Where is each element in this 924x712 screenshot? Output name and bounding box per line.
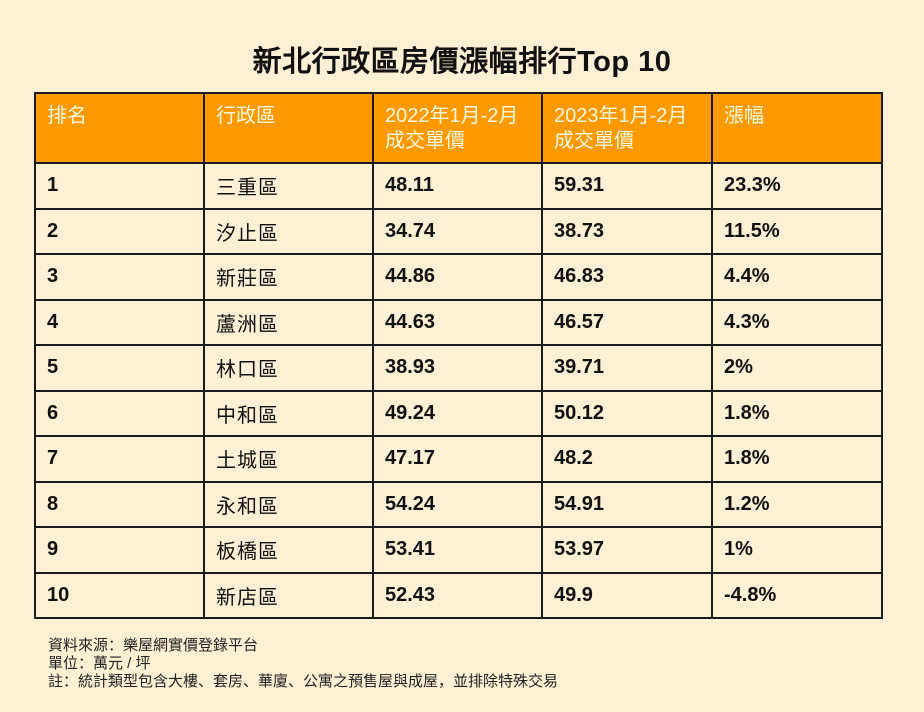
cell-rank: 5 <box>34 344 205 392</box>
cell-rank: 2 <box>34 207 205 255</box>
cell-change: -4.8% <box>711 571 883 619</box>
cell-district: 林口區 <box>203 344 374 392</box>
cell-price-2023: 38.73 <box>541 207 713 255</box>
cell-rank: 10 <box>34 571 205 619</box>
ranking-table: 排名 行政區 2022年1月-2月 成交單價 2023年1月-2月 成交單價 漲幅 … <box>34 92 883 619</box>
table-row: 2 汐止區 34.74 38.73 11.5% <box>34 207 883 255</box>
cell-price-2022: 48.11 <box>372 162 543 210</box>
cell-price-2022: 44.86 <box>372 253 543 301</box>
cell-rank: 8 <box>34 480 205 528</box>
header-price-2023: 2023年1月-2月 成交單價 <box>541 92 713 164</box>
cell-price-2023: 39.71 <box>541 344 713 392</box>
cell-price-2022: 38.93 <box>372 344 543 392</box>
source-note: 資料來源：樂屋網實價登錄平台 <box>48 637 259 654</box>
cell-change: 1.2% <box>711 480 883 528</box>
footnotes: 資料來源：樂屋網實價登錄平台 單位：萬元 / 坪 註：統計類型包含大樓、套房、華… <box>48 637 558 691</box>
table-row: 6 中和區 49.24 50.12 1.8% <box>34 389 883 437</box>
cell-price-2023: 48.2 <box>541 435 713 483</box>
cell-price-2022: 52.43 <box>372 571 543 619</box>
cell-price-2023: 46.57 <box>541 298 713 346</box>
table-row: 5 林口區 38.93 39.71 2% <box>34 344 883 392</box>
cell-price-2022: 34.74 <box>372 207 543 255</box>
cell-price-2022: 54.24 <box>372 480 543 528</box>
cell-change: 1.8% <box>711 389 883 437</box>
cell-price-2022: 49.24 <box>372 389 543 437</box>
cell-price-2023: 46.83 <box>541 253 713 301</box>
cell-rank: 4 <box>34 298 205 346</box>
cell-change: 1% <box>711 526 883 574</box>
table-row: 1 三重區 48.11 59.31 23.3% <box>34 162 883 210</box>
cell-change: 1.8% <box>711 435 883 483</box>
cell-price-2022: 47.17 <box>372 435 543 483</box>
cell-rank: 7 <box>34 435 205 483</box>
table-row: 7 土城區 47.17 48.2 1.8% <box>34 435 883 483</box>
cell-price-2022: 44.63 <box>372 298 543 346</box>
cell-rank: 1 <box>34 162 205 210</box>
cell-district: 板橋區 <box>203 526 374 574</box>
cell-price-2023: 53.97 <box>541 526 713 574</box>
cell-district: 新莊區 <box>203 253 374 301</box>
unit-note: 單位：萬元 / 坪 <box>48 655 151 672</box>
cell-district: 三重區 <box>203 162 374 210</box>
table-row: 3 新莊區 44.86 46.83 4.4% <box>34 253 883 301</box>
cell-district: 永和區 <box>203 480 374 528</box>
header-district: 行政區 <box>203 92 374 164</box>
table-row: 8 永和區 54.24 54.91 1.2% <box>34 480 883 528</box>
cell-price-2022: 53.41 <box>372 526 543 574</box>
cell-price-2023: 54.91 <box>541 480 713 528</box>
cell-change: 4.4% <box>711 253 883 301</box>
header-price-2022: 2022年1月-2月 成交單價 <box>372 92 543 164</box>
cell-district: 蘆洲區 <box>203 298 374 346</box>
cell-district: 土城區 <box>203 435 374 483</box>
cell-change: 4.3% <box>711 298 883 346</box>
cell-rank: 9 <box>34 526 205 574</box>
cell-change: 11.5% <box>711 207 883 255</box>
cell-change: 2% <box>711 344 883 392</box>
cell-price-2023: 59.31 <box>541 162 713 210</box>
header-rank: 排名 <box>34 92 205 164</box>
remark-note: 註：統計類型包含大樓、套房、華廈、公寓之預售屋與成屋，並排除特殊交易 <box>48 673 559 690</box>
cell-rank: 6 <box>34 389 205 437</box>
cell-rank: 3 <box>34 253 205 301</box>
cell-district: 中和區 <box>203 389 374 437</box>
table-row: 4 蘆洲區 44.63 46.57 4.3% <box>34 298 883 346</box>
table-row: 9 板橋區 53.41 53.97 1% <box>34 526 883 574</box>
header-change: 漲幅 <box>711 92 883 164</box>
cell-district: 新店區 <box>203 571 374 619</box>
table-header-row: 排名 行政區 2022年1月-2月 成交單價 2023年1月-2月 成交單價 漲幅 <box>34 92 883 164</box>
cell-price-2023: 49.9 <box>541 571 713 619</box>
table-row: 10 新店區 52.43 49.9 -4.8% <box>34 571 883 619</box>
cell-district: 汐止區 <box>203 207 374 255</box>
cell-change: 23.3% <box>711 162 883 210</box>
page-title: 新北行政區房價漲幅排行Top 10 <box>252 46 672 78</box>
cell-price-2023: 50.12 <box>541 389 713 437</box>
